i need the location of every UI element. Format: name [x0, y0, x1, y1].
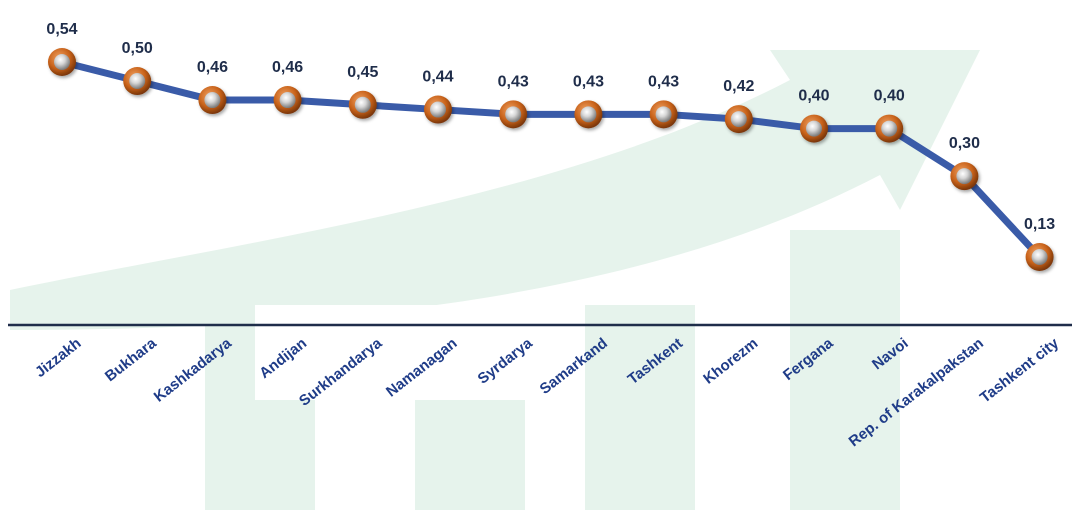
data-point-marker — [123, 67, 152, 96]
data-point-marker — [950, 162, 979, 191]
data-label: 0,50 — [122, 40, 153, 57]
data-label: 0,40 — [798, 88, 829, 105]
data-label: 0,44 — [422, 69, 453, 86]
data-label: 0,43 — [573, 73, 604, 90]
data-label: 0,46 — [272, 59, 303, 76]
data-point-marker — [499, 100, 528, 129]
x-tick-label: Jizzakh — [32, 335, 85, 381]
data-point-marker — [574, 100, 603, 129]
data-label: 0,54 — [46, 21, 77, 38]
data-label: 0,43 — [498, 73, 529, 90]
data-point-marker — [48, 48, 76, 76]
x-tick-label: Tashkent city — [977, 334, 1063, 406]
x-tick-label: Khorezm — [700, 335, 761, 388]
data-point-marker — [724, 105, 753, 134]
data-label: 0,45 — [347, 64, 378, 81]
data-label: 0,46 — [197, 59, 228, 76]
data-point-marker — [800, 114, 828, 143]
data-point-marker — [348, 90, 377, 119]
data-label: 0,42 — [723, 78, 754, 95]
data-point-marker — [875, 114, 904, 143]
background-watermark — [10, 50, 980, 510]
data-point-marker — [198, 86, 227, 115]
data-point-marker — [1025, 243, 1054, 271]
data-point-marker — [273, 86, 302, 115]
data-label: 0,43 — [648, 73, 679, 90]
data-label: 0,30 — [949, 135, 980, 152]
data-label: 0,40 — [874, 88, 905, 105]
x-tick-label: Bukhara — [102, 334, 160, 385]
data-label: 0,13 — [1024, 216, 1055, 233]
data-point-marker — [649, 100, 678, 129]
data-point-marker — [424, 95, 452, 124]
